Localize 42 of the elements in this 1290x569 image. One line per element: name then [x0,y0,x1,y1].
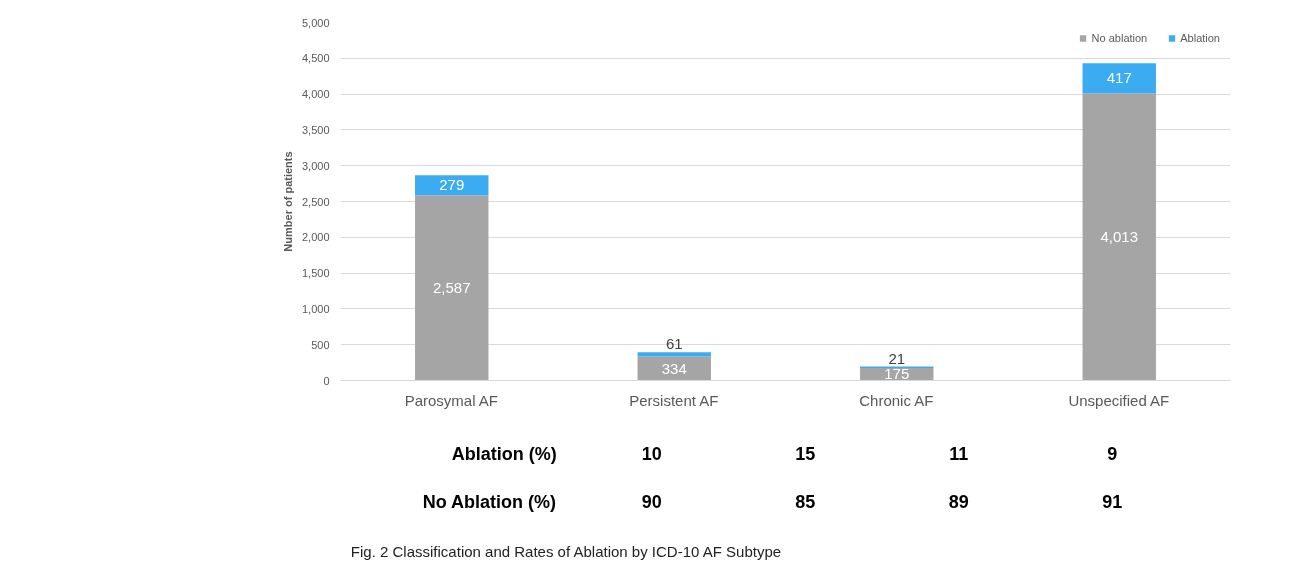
y-tick-label: 3,500 [301,123,330,136]
x-tick-label: Parosymal AF [404,391,499,409]
legend-label: Ablation [1180,32,1220,44]
y-tick-label: 2,500 [301,195,330,208]
caption: Fig. 2 Classification and Rates of Ablation by ICD-10 AF Subtype [350,543,782,560]
y-axis-title: Number of patients [281,151,294,252]
y-tick-label: 3,000 [301,159,330,172]
text: 9 [1107,444,1118,464]
data-label: 4,013 [1100,227,1139,245]
y-tick-label: 500 [311,338,330,351]
y-tick-label: 5,000 [301,16,330,29]
text: 90 [641,492,662,512]
bar [1082,93,1156,381]
text: No Ablation (%) [422,491,556,512]
y-tick-label: 0 [323,374,330,387]
y-tick-label: 2,000 [301,231,330,244]
text: 85 [795,492,816,512]
data-label: 21 [888,349,906,367]
text: 91 [1102,492,1123,512]
data-label: 61 [665,335,683,353]
data-label: 175 [884,365,910,383]
y-tick-label: 4,500 [301,52,330,65]
bar [415,195,489,381]
y-tick-label: 1,000 [301,302,330,315]
data-label: 417 [1106,69,1132,87]
x-tick-label: Chronic AF [859,391,934,409]
x-tick-label: Persistent AF [629,391,719,409]
text: 15 [795,444,816,464]
y-tick-label: 1,500 [301,267,330,280]
data-label: 2,587 [432,278,471,296]
text: 11 [949,444,969,464]
x-tick-label: Unspecified AF [1068,391,1170,409]
bar [415,175,489,196]
data-label: 334 [661,359,687,377]
bar [1082,63,1156,94]
text: 10 [641,444,662,464]
bar [637,352,711,357]
legend-label: No ablation [1091,32,1148,44]
text: 89 [948,492,969,512]
data-label: 279 [439,176,465,194]
text: Ablation (%) [451,443,557,464]
y-tick-label: 4,000 [301,88,330,101]
